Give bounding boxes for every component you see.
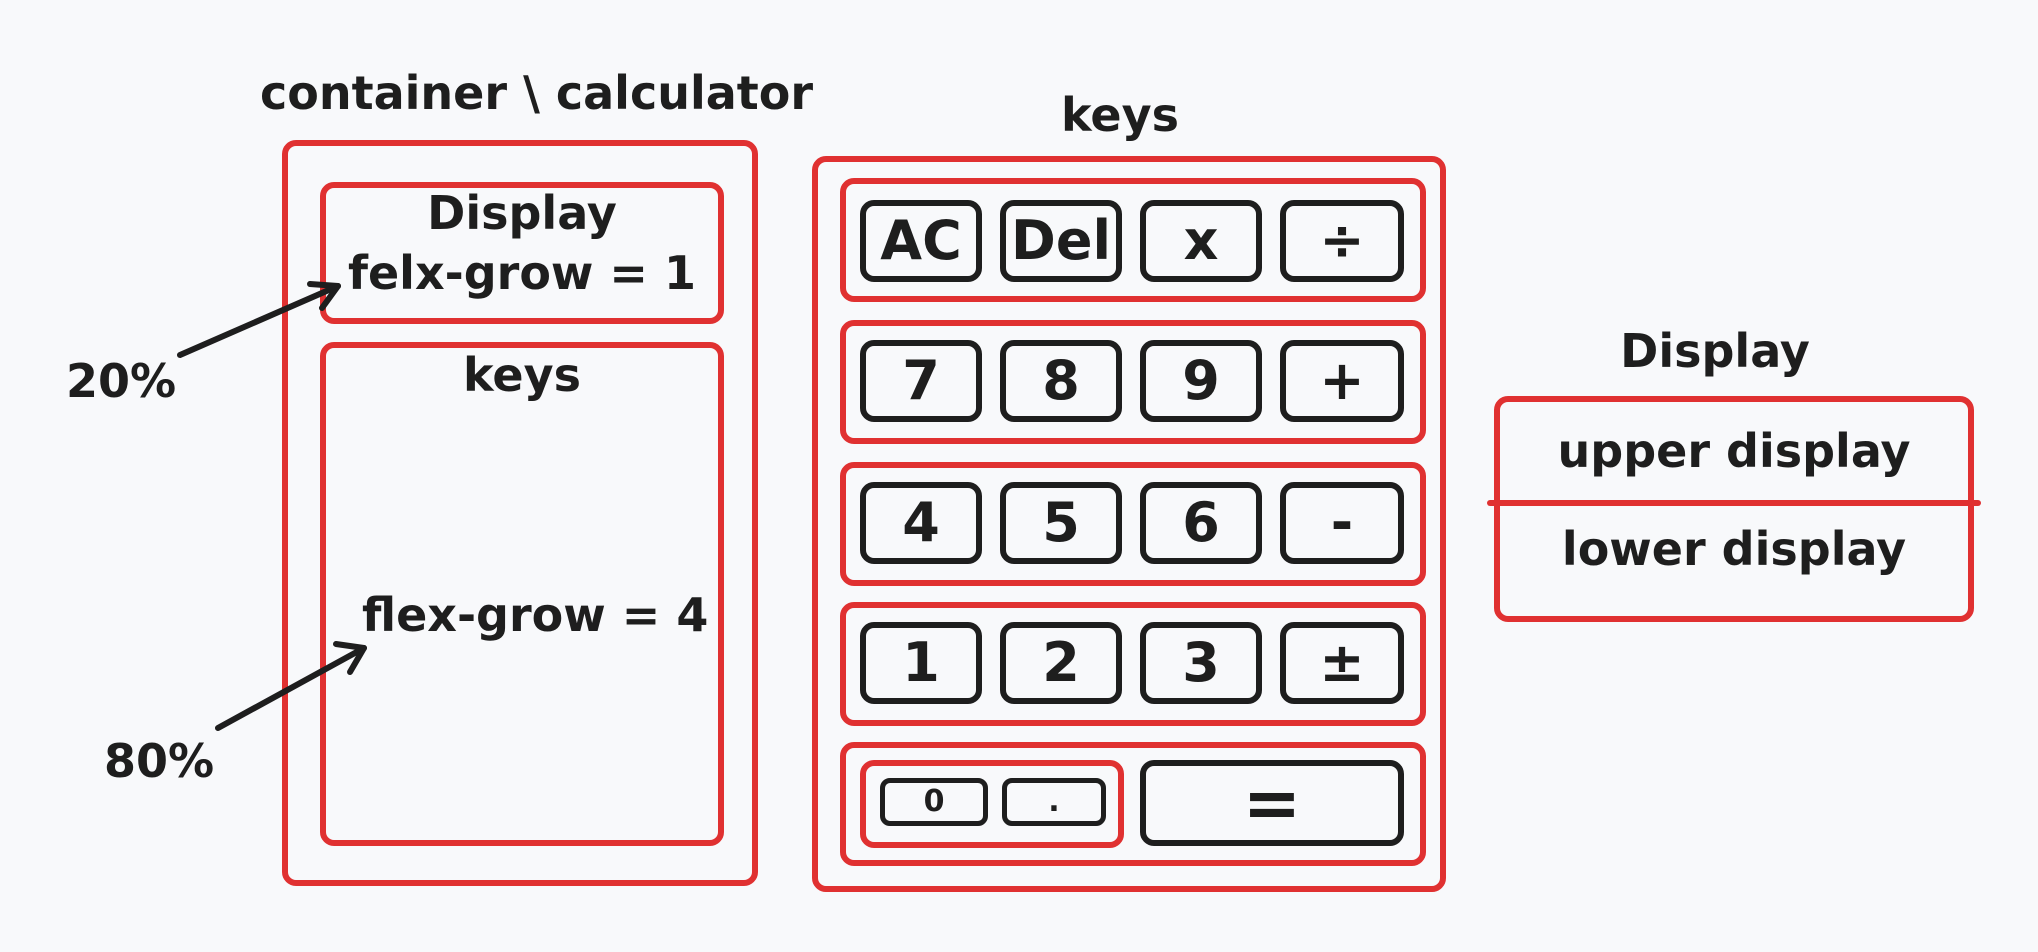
display-box — [1494, 396, 1974, 622]
display-title: Display — [1620, 324, 1810, 378]
key-multiply[interactable]: x — [1140, 200, 1262, 282]
key-row-5 — [840, 742, 1426, 866]
key-2[interactable]: 2 — [1000, 622, 1122, 704]
keys-title: keys — [1061, 88, 1179, 142]
keys-section-box — [320, 342, 724, 846]
key-4[interactable]: 4 — [860, 482, 982, 564]
key-plus-minus[interactable]: ± — [1280, 622, 1404, 704]
container-title: container \ calculator — [260, 66, 814, 120]
upper-display-label: upper display — [1557, 424, 1911, 478]
display-percent-label: 20% — [66, 354, 177, 408]
key-3[interactable]: 3 — [1140, 622, 1262, 704]
keys-container-box — [812, 156, 1446, 892]
key-6[interactable]: 6 — [1140, 482, 1262, 564]
key-1[interactable]: 1 — [860, 622, 982, 704]
display-percent-arrow — [177, 283, 341, 358]
key-7[interactable]: 7 — [860, 340, 982, 422]
container-box — [282, 140, 758, 886]
key-ac[interactable]: AC — [860, 200, 982, 282]
display-percent-arrowhead — [307, 281, 341, 311]
key-equals[interactable]: = — [1140, 760, 1404, 846]
key-del[interactable]: Del — [1000, 200, 1122, 282]
key-0[interactable]: 0 — [880, 778, 988, 826]
key-row-2 — [840, 320, 1426, 444]
key-row-3 — [840, 462, 1426, 586]
lower-display-label: lower display — [1561, 522, 1907, 576]
keys-percent-label: 80% — [104, 734, 215, 788]
keys-percent-arrow — [215, 645, 367, 731]
key-plus[interactable]: + — [1280, 340, 1404, 422]
display-section-box — [320, 182, 724, 324]
keys-percent-arrowhead — [333, 641, 367, 675]
zero-dot-group-box — [860, 760, 1124, 848]
key-row-1 — [840, 178, 1426, 302]
display-flex-grow-label: felx-grow = 1 — [347, 246, 697, 300]
keys-section-label: keys — [463, 348, 581, 402]
key-divide[interactable]: ÷ — [1280, 200, 1404, 282]
key-9[interactable]: 9 — [1140, 340, 1262, 422]
key-decimal[interactable]: . — [1002, 778, 1106, 826]
keys-flex-grow-label: flex-grow = 4 — [362, 588, 709, 642]
display-section-label: Display — [427, 186, 617, 240]
key-row-4 — [840, 602, 1426, 726]
key-minus[interactable]: - — [1280, 482, 1404, 564]
key-5[interactable]: 5 — [1000, 482, 1122, 564]
key-8[interactable]: 8 — [1000, 340, 1122, 422]
